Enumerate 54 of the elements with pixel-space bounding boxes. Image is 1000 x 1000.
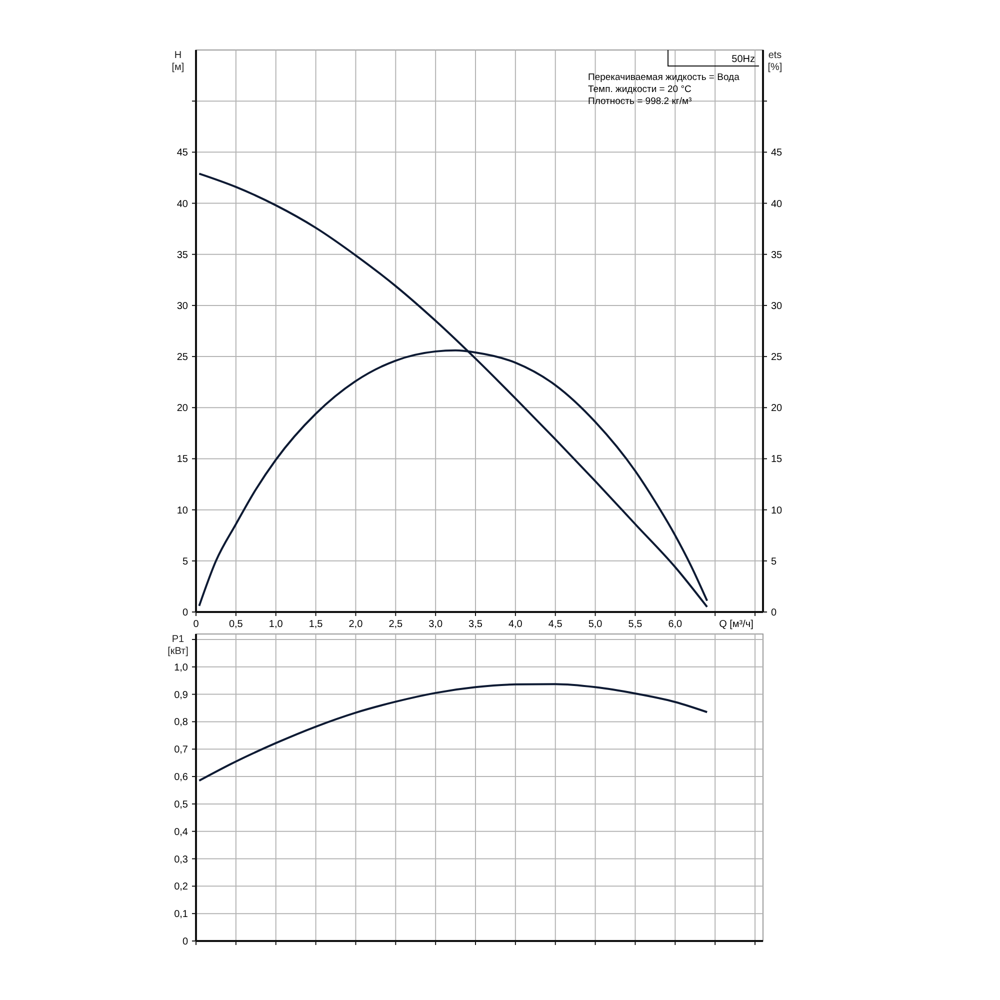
y2-tick-label: 30 bbox=[771, 300, 783, 312]
y-axis-title: H [м] bbox=[172, 50, 184, 73]
y-tick-label: 0,4 bbox=[174, 826, 188, 838]
y2-tick-label: 25 bbox=[771, 352, 783, 364]
y-tick-label: 0,7 bbox=[174, 744, 188, 756]
x-tick-label: 4,0 bbox=[508, 619, 523, 630]
y-tick-label: 0,3 bbox=[174, 854, 188, 866]
y2-tick-label: 40 bbox=[771, 198, 783, 210]
y2-tick-label: 5 bbox=[771, 556, 777, 568]
annotation: Темп. жидкости = 20 °C bbox=[588, 84, 692, 95]
x-tick-label: 1,5 bbox=[308, 619, 324, 630]
x-tick-label: 4,5 bbox=[548, 619, 563, 630]
x-tick-label: 2,0 bbox=[348, 619, 364, 630]
annotation: Перекачиваемая жидкость = Вода bbox=[588, 72, 740, 83]
y-tick-label: 0,2 bbox=[174, 882, 188, 893]
y-tick-label: 0,5 bbox=[174, 799, 188, 810]
line-series bbox=[198, 683, 708, 782]
x-tick-label: 3,0 bbox=[428, 619, 443, 630]
y-tick-label: 0,1 bbox=[174, 909, 188, 920]
x-tick-label: 2,5 bbox=[388, 619, 404, 630]
y-tick-label: 0,6 bbox=[174, 772, 188, 784]
y2-tick-label: 10 bbox=[771, 505, 783, 516]
annotation: 50Hz bbox=[732, 54, 755, 65]
x-tick-label: 3,5 bbox=[468, 619, 483, 630]
y2-tick-label: 15 bbox=[771, 454, 783, 466]
y-tick-label: 0 bbox=[182, 608, 188, 618]
y-tick-label: 40 bbox=[176, 198, 188, 210]
line-series bbox=[198, 172, 708, 608]
y-tick-label: 0 bbox=[182, 936, 188, 948]
x-tick-label: 5,5 bbox=[628, 619, 643, 630]
annotation: Плотность = 998.2 кг/м³ bbox=[588, 96, 692, 107]
y-tick-label: 35 bbox=[176, 250, 188, 261]
y-tick-label: 30 bbox=[176, 300, 188, 312]
y-tick-label: 45 bbox=[176, 148, 188, 159]
x-axis-title: Q [м³/ч] bbox=[719, 619, 754, 630]
y-tick-label: 1,0 bbox=[174, 662, 188, 674]
x-tick-label: 0,5 bbox=[228, 619, 244, 630]
y2-tick-label: 35 bbox=[771, 250, 783, 261]
y-tick-label: 25 bbox=[176, 352, 188, 364]
x-tick-label: 6,0 bbox=[668, 619, 683, 630]
y-tick-label: 0,8 bbox=[174, 717, 188, 728]
y2-tick-label: 20 bbox=[771, 403, 783, 414]
y2-tick-label: 45 bbox=[771, 148, 783, 159]
y-tick-label: 5 bbox=[182, 556, 188, 568]
y-tick-label: 15 bbox=[176, 454, 188, 466]
y2-axis-title: ets [%] bbox=[768, 50, 782, 73]
y-tick-label: 10 bbox=[176, 505, 188, 516]
x-tick-label: 1,0 bbox=[268, 619, 284, 630]
y2-tick-label: 0 bbox=[771, 608, 777, 618]
x-tick-label: 5,0 bbox=[588, 619, 603, 630]
y-axis-title: P1 [кВт] bbox=[168, 634, 189, 657]
y-tick-label: 20 bbox=[176, 403, 188, 414]
x-tick-label: 0 bbox=[193, 619, 200, 630]
y-tick-label: 0,9 bbox=[174, 690, 188, 701]
